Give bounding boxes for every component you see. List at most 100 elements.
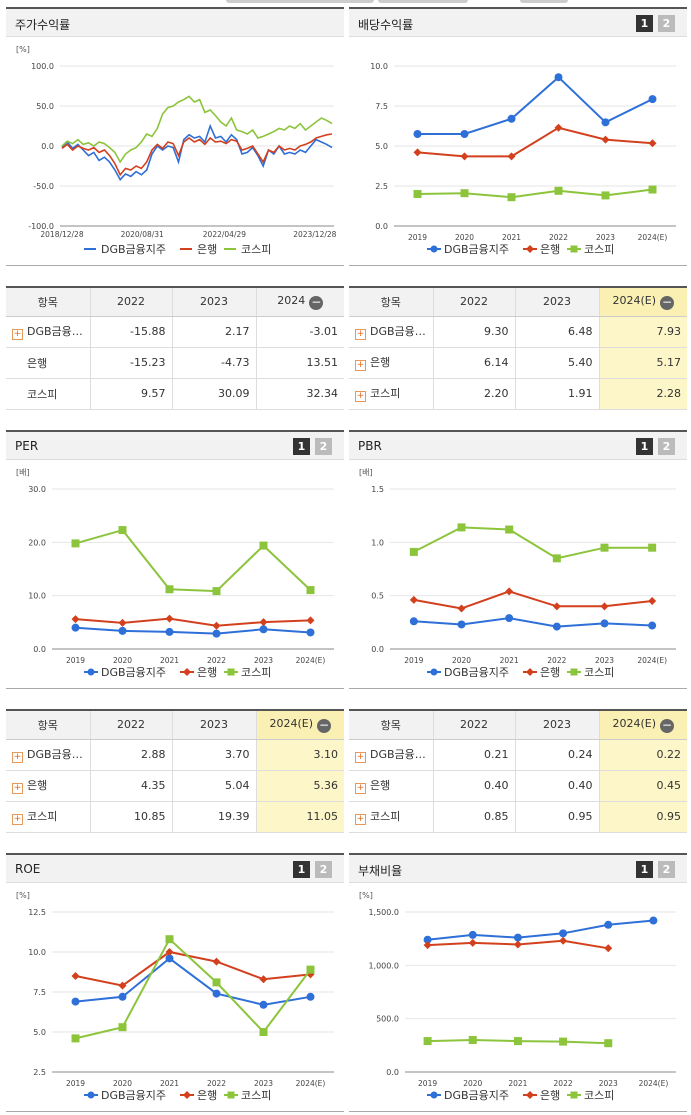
expand-plus-icon[interactable]: + <box>12 783 23 794</box>
legend-marker-kospi <box>227 668 235 676</box>
collapse-minus-icon[interactable]: − <box>660 717 675 733</box>
value-cell: 3.70 <box>171 739 256 771</box>
collapse-minus-icon[interactable]: − <box>660 294 675 310</box>
page-2-button[interactable]: 2 <box>658 861 675 878</box>
row-label-cell[interactable]: + DGB금융… <box>349 316 433 348</box>
expand-plus-icon[interactable]: + <box>355 752 366 763</box>
data-point-bank <box>507 152 516 161</box>
value-cell: 30.09 <box>171 378 256 410</box>
data-point-dgb <box>507 114 516 123</box>
data-point-kospi <box>468 1036 477 1044</box>
x-tick-label: 2023 <box>254 1079 273 1088</box>
row-label-cell[interactable]: + 은행 <box>349 347 433 379</box>
value-cell: -3.01 <box>255 316 344 348</box>
chart-bottom-border <box>349 1111 687 1112</box>
value-cell: 5.40 <box>514 347 599 379</box>
series-line-dgb <box>427 919 654 941</box>
data-point-bank <box>600 602 609 611</box>
row-label-cell[interactable]: + DGB금융… <box>6 316 90 348</box>
row-label-cell[interactable]: + DGB금융… <box>6 739 90 771</box>
x-tick-label: 2023 <box>599 1079 618 1088</box>
header-label: 2024(E) <box>269 716 314 730</box>
page-1-button[interactable]: 1 <box>636 861 653 878</box>
table-header-cell: 2024(E) − <box>255 710 344 740</box>
expand-plus-icon[interactable]: + <box>12 329 23 340</box>
expand-plus-icon[interactable]: + <box>355 783 366 794</box>
legend-label-kospi: 코스피 <box>584 1089 614 1102</box>
y-tick-label: -50.0 <box>33 182 54 191</box>
page-1-button[interactable]: 1 <box>293 861 310 878</box>
panel-title: 주가수익률 <box>15 18 71 32</box>
legend-label-bank: 은행 <box>197 1089 217 1102</box>
expand-plus-icon[interactable]: + <box>355 329 366 340</box>
legend-marker-dgb <box>87 668 95 676</box>
table-row: + 은행 6.14 5.40 5.17 <box>349 347 687 379</box>
chart-2: 10.0 7.5 5.0 2.5 0.0 2019 2020 2021 2022 2023 2024… <box>370 62 676 256</box>
data-point-bank <box>165 948 174 956</box>
table-row: + DGB금융… 0.21 0.24 0.22 <box>349 739 687 771</box>
value-cell: 11.05 <box>255 801 344 833</box>
row-label: 코스피 <box>27 810 58 823</box>
chart-legend: DGB금융지주 은행 코스피 <box>427 666 614 679</box>
y-tick-label: 10.0 <box>28 592 46 601</box>
data-point-bank <box>460 152 469 161</box>
page-2-button[interactable]: 2 <box>658 438 675 455</box>
data-point-dgb <box>468 930 477 939</box>
legend-marker-dgb <box>87 1091 95 1099</box>
page-2-button[interactable]: 2 <box>315 861 332 878</box>
data-point-bank <box>259 975 268 984</box>
row-label-cell[interactable]: + 은행 <box>6 770 90 802</box>
table-header-row: 항목 2022 2023 2024(E) − <box>349 710 687 740</box>
series-line-bank <box>75 617 311 627</box>
data-point-kospi <box>648 185 657 194</box>
x-tick-label: 2019 <box>66 1079 85 1088</box>
legend-marker-kospi <box>570 668 578 676</box>
value-cell: 0.40 <box>432 770 515 802</box>
x-tick-label: 2022 <box>554 1079 573 1088</box>
value-cell: 3.10 <box>255 739 344 771</box>
data-point-dgb <box>552 622 561 631</box>
row-label-cell[interactable]: + 코스피 <box>349 801 433 833</box>
legend-label-dgb: DGB금융지주 <box>101 666 166 679</box>
chart-legend: DGB금융지주 은행 코스피 <box>427 243 614 256</box>
collapse-minus-icon[interactable]: − <box>309 294 324 310</box>
expand-plus-icon[interactable]: + <box>355 360 366 371</box>
y-tick-label: 0.0 <box>33 645 46 654</box>
page-1-button[interactable]: 1 <box>293 438 310 455</box>
collapse-minus-icon[interactable]: − <box>317 717 332 733</box>
legend-label-bank: 은행 <box>540 1089 560 1102</box>
x-tick-label: 2021 <box>160 656 179 665</box>
data-point-bank <box>212 621 221 630</box>
data-point-dgb <box>601 118 610 127</box>
value-cell: 6.48 <box>514 316 599 348</box>
x-tick-label: 2019 <box>404 656 423 665</box>
row-label-cell[interactable]: + 코스피 <box>349 378 433 410</box>
page-2-button[interactable]: 2 <box>315 438 332 455</box>
legend-marker-kospi <box>227 1091 235 1099</box>
table-header-cell: 2023 <box>514 710 599 740</box>
page-2-button[interactable]: 2 <box>658 15 675 32</box>
value-cell: 10.85 <box>89 801 172 833</box>
panel-header: 부채비율 1 2 <box>349 855 687 883</box>
row-label-cell[interactable]: + DGB금융… <box>349 739 433 771</box>
panel-title: ROE <box>15 862 41 876</box>
page-1-button[interactable]: 1 <box>636 15 653 32</box>
x-tick-label: 2018/12/28 <box>40 230 83 239</box>
y-tick-label: 20.0 <box>28 538 46 547</box>
value-cell: 2.28 <box>598 378 687 410</box>
expand-plus-icon[interactable]: + <box>355 814 366 825</box>
value-cell: -4.73 <box>171 347 256 379</box>
data-point-bank <box>118 618 127 627</box>
table-header-cell: 2022 <box>432 710 515 740</box>
data-table: 항목 2022 2023 2024− + DGB금융… -15.88 2.17 -3.01 은행 -… <box>6 286 344 410</box>
expand-plus-icon[interactable]: + <box>355 391 366 402</box>
expand-plus-icon[interactable]: + <box>12 752 23 763</box>
data-point-dgb <box>409 617 418 626</box>
row-label-cell[interactable]: + 코스피 <box>6 801 90 833</box>
expand-plus-icon[interactable]: + <box>12 814 23 825</box>
data-point-kospi <box>409 547 418 556</box>
legend-label-kospi: 코스피 <box>241 1089 271 1102</box>
data-point-bank <box>423 941 432 950</box>
page-1-button[interactable]: 1 <box>636 438 653 455</box>
row-label-cell[interactable]: + 은행 <box>349 770 433 802</box>
